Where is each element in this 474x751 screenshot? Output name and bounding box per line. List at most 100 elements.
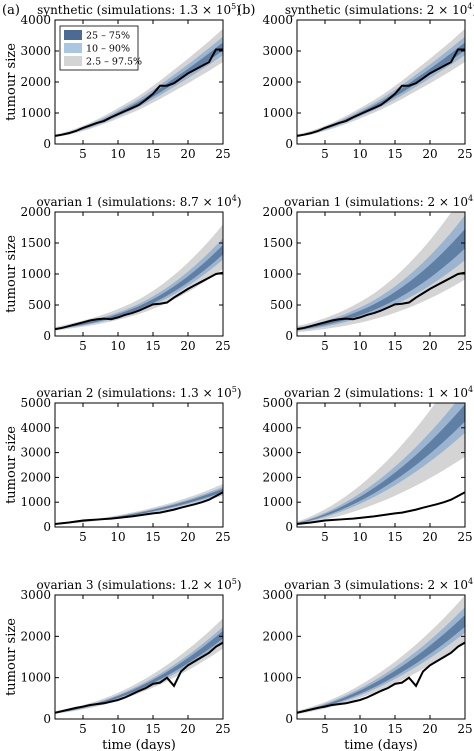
y-tick-label: 1000 bbox=[20, 267, 51, 281]
band-2.5-97.5 bbox=[297, 28, 465, 138]
y-axis-label: tumour size bbox=[4, 618, 19, 696]
y-tick-label: 500 bbox=[28, 298, 51, 312]
y-tick-label: 1500 bbox=[20, 236, 51, 250]
x-tick-label: 15 bbox=[145, 147, 160, 161]
band-10-90 bbox=[55, 238, 223, 330]
band-2.5-97.5 bbox=[55, 483, 223, 525]
band-2.5-97.5 bbox=[297, 403, 465, 525]
y-tick-label: 3000 bbox=[262, 44, 293, 58]
x-tick-label: 5 bbox=[79, 339, 87, 353]
y-tick-label: 5000 bbox=[20, 396, 51, 410]
y-tick-label: 3000 bbox=[20, 588, 51, 602]
x-tick-label: 25 bbox=[215, 339, 230, 353]
y-tick-label: 4000 bbox=[262, 13, 293, 27]
y-tick-label: 0 bbox=[43, 329, 51, 343]
observed-line bbox=[297, 641, 465, 714]
subplot-title: ovarian 3 (simulations: 2 × 104) bbox=[284, 577, 474, 592]
subplot-title: synthetic (simulations: 1.3 × 105) bbox=[37, 2, 241, 17]
y-tick-label: 0 bbox=[285, 520, 293, 534]
x-tick-label: 10 bbox=[110, 530, 125, 544]
axes-frame bbox=[296, 19, 466, 145]
x-tick-label: 10 bbox=[110, 147, 125, 161]
x-tick-label: 5 bbox=[321, 530, 329, 544]
x-tick-label: 20 bbox=[422, 722, 437, 736]
y-tick-label: 1000 bbox=[20, 671, 51, 685]
x-tick-label: 15 bbox=[145, 339, 160, 353]
x-tick-label: 25 bbox=[215, 722, 230, 736]
observed-line bbox=[55, 48, 223, 137]
y-tick-label: 4000 bbox=[20, 421, 51, 435]
x-tick-label: 15 bbox=[387, 722, 402, 736]
y-tick-label: 1000 bbox=[262, 267, 293, 281]
y-tick-label: 2000 bbox=[262, 629, 293, 643]
x-tick-label: 5 bbox=[79, 722, 87, 736]
x-tick-label: 10 bbox=[110, 339, 125, 353]
y-tick-label: 4000 bbox=[20, 13, 51, 27]
legend: 25 – 75% 10 – 90% 2.5 – 97.5% bbox=[59, 25, 142, 71]
y-tick-label: 1000 bbox=[262, 671, 293, 685]
x-tick-label: 20 bbox=[180, 722, 195, 736]
band-10-90 bbox=[55, 486, 223, 525]
x-tick-label: 10 bbox=[352, 339, 367, 353]
y-tick-label: 1000 bbox=[262, 495, 293, 509]
observed-line bbox=[55, 491, 223, 526]
y-tick-label: 2000 bbox=[262, 470, 293, 484]
observed-line bbox=[297, 271, 465, 331]
x-tick-label: 15 bbox=[387, 530, 402, 544]
y-tick-label: 2000 bbox=[20, 205, 51, 219]
panel-label-b: (b) bbox=[237, 3, 255, 18]
subplot-3: ovarian 1 (simulations: 8.7 × 104) 0 500 10… bbox=[4, 194, 242, 353]
subplot-title: ovarian 2 (simulations: 1 × 104) bbox=[284, 385, 474, 400]
x-tick-label: 25 bbox=[457, 339, 472, 353]
subplot-title: ovarian 3 (simulations: 1.2 × 105) bbox=[36, 577, 241, 592]
y-tick-label: 1000 bbox=[262, 106, 293, 120]
subplot-title: ovarian 2 (simulations: 1.3 × 105) bbox=[36, 385, 241, 400]
x-tick-label: 20 bbox=[422, 339, 437, 353]
x-tick-label: 20 bbox=[180, 147, 195, 161]
y-tick-label: 0 bbox=[43, 712, 51, 726]
y-tick-label: 3000 bbox=[20, 446, 51, 460]
band-10-90 bbox=[297, 403, 465, 524]
y-tick-label: 2000 bbox=[20, 470, 51, 484]
band-2.5-97.5 bbox=[55, 618, 223, 714]
subplot-5: ovarian 2 (simulations: 1.3 × 105) 0 1000 2… bbox=[4, 385, 242, 544]
subplot-2: synthetic (simulations: 2 × 104) 0 1000 200… bbox=[262, 2, 474, 161]
axes-frame bbox=[54, 402, 224, 528]
y-tick-label: 0 bbox=[285, 137, 293, 151]
x-tick-label: 10 bbox=[352, 530, 367, 544]
band-25-75 bbox=[55, 488, 223, 525]
observed-line bbox=[297, 48, 465, 137]
y-tick-label: 2000 bbox=[20, 629, 51, 643]
legend-swatch bbox=[64, 43, 82, 53]
axes-frame bbox=[54, 594, 224, 720]
y-axis-label: tumour size bbox=[4, 426, 19, 504]
subplot-title: ovarian 1 (simulations: 2 × 104) bbox=[284, 194, 474, 209]
x-tick-label: 25 bbox=[215, 530, 230, 544]
x-tick-label: 20 bbox=[180, 530, 195, 544]
y-axis-label: tumour size bbox=[4, 235, 19, 313]
y-tick-label: 3000 bbox=[262, 446, 293, 460]
y-tick-label: 2000 bbox=[262, 75, 293, 89]
y-tick-label: 1000 bbox=[20, 106, 51, 120]
band-10-90 bbox=[55, 626, 223, 714]
x-tick-label: 25 bbox=[457, 530, 472, 544]
y-tick-label: 3000 bbox=[20, 44, 51, 58]
subplot-title: synthetic (simulations: 2 × 104) bbox=[285, 2, 474, 17]
y-axis-label: tumour size bbox=[4, 43, 19, 121]
y-tick-label: 0 bbox=[43, 137, 51, 151]
subplot-8: ovarian 3 (simulations: 2 × 104) 0 1000 200… bbox=[262, 577, 474, 751]
legend-swatch bbox=[64, 30, 82, 40]
y-tick-label: 4000 bbox=[262, 421, 293, 435]
legend-label: 10 – 90% bbox=[86, 44, 130, 55]
observed-line bbox=[55, 641, 223, 714]
x-tick-label: 5 bbox=[321, 147, 329, 161]
observed-line bbox=[297, 491, 465, 526]
x-tick-label: 15 bbox=[145, 722, 160, 736]
x-tick-label: 20 bbox=[422, 530, 437, 544]
band-2.5-97.5 bbox=[297, 595, 465, 715]
x-tick-label: 25 bbox=[457, 722, 472, 736]
x-tick-label: 15 bbox=[387, 339, 402, 353]
x-tick-label: 15 bbox=[387, 147, 402, 161]
x-tick-label: 10 bbox=[352, 147, 367, 161]
x-tick-label: 25 bbox=[215, 147, 230, 161]
